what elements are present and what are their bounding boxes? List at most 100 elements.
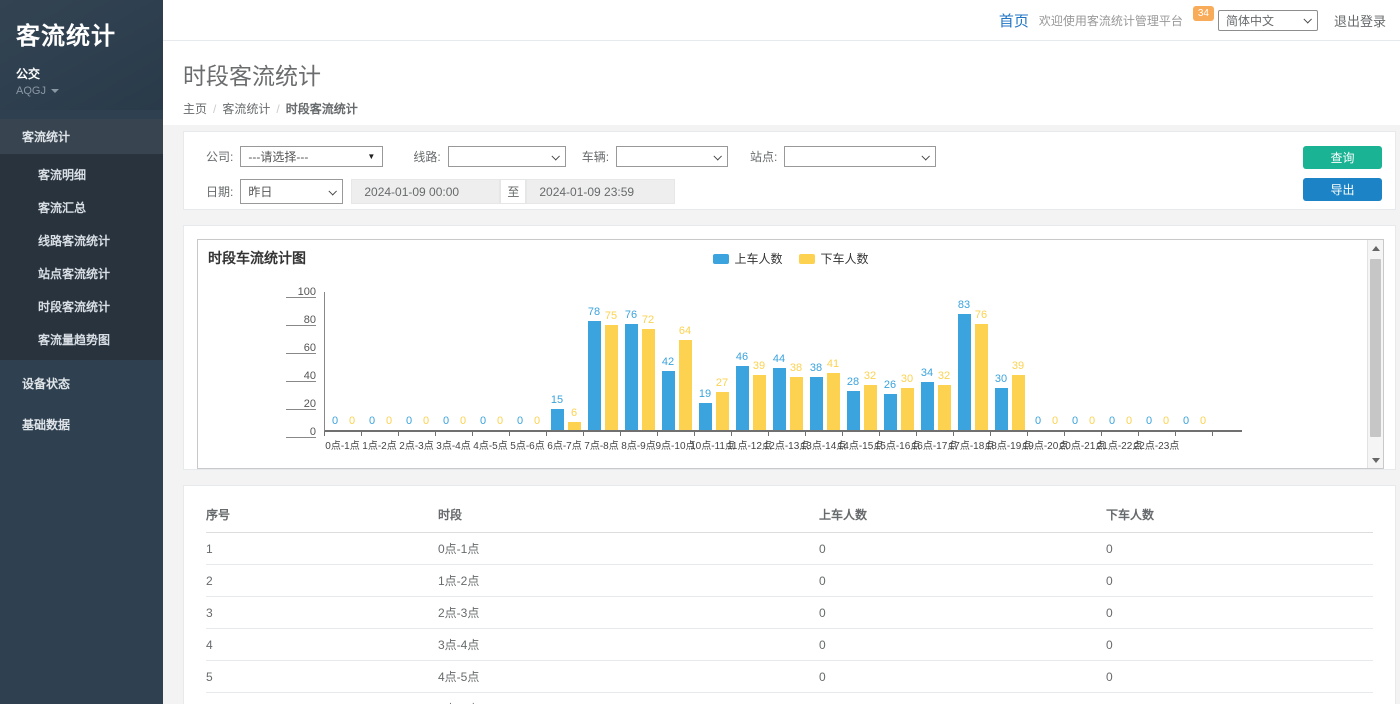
scroll-up-button[interactable] bbox=[1368, 240, 1383, 256]
bar-value-label: 76 bbox=[625, 309, 637, 321]
x-axis-label: 17点-18点 bbox=[953, 437, 990, 452]
y-tick-mark bbox=[286, 437, 316, 438]
bar-value-label: 75 bbox=[605, 310, 617, 322]
sidebar-subitem-时段客流统计[interactable]: 时段客流统计 bbox=[0, 290, 163, 323]
sidebar-subitem-线路客流统计[interactable]: 线路客流统计 bbox=[0, 224, 163, 257]
chevron-down-icon bbox=[551, 152, 559, 160]
bar-value-label: 0 bbox=[1183, 415, 1189, 427]
bar-value-label: 0 bbox=[443, 415, 449, 427]
bar-group: 00 bbox=[510, 292, 547, 430]
sidebar-subitem-客流汇总[interactable]: 客流汇总 bbox=[0, 191, 163, 224]
x-axis-label: 18点-19点 bbox=[990, 437, 1027, 452]
x-axis-label: 20点-21点 bbox=[1064, 437, 1101, 452]
bar-value-label: 38 bbox=[810, 362, 822, 374]
table-cell: 2点-3点 bbox=[438, 597, 819, 629]
bar-group: 00 bbox=[1028, 292, 1065, 430]
legend-label: 下车人数 bbox=[821, 250, 869, 267]
table-row: 65点-6点00 bbox=[206, 693, 1373, 704]
table-cell: 4点-5点 bbox=[438, 661, 819, 693]
x-axis-ticks bbox=[324, 432, 1213, 436]
col-boarding: 上车人数 bbox=[819, 498, 1106, 533]
x-axis-label: 4点-5点 bbox=[472, 437, 509, 452]
sidebar-subitem-客流量趋势图[interactable]: 客流量趋势图 bbox=[0, 323, 163, 356]
x-axis-label: 5点-6点 bbox=[509, 437, 546, 452]
table-cell: 0 bbox=[1106, 661, 1373, 693]
bar-value-label: 0 bbox=[534, 415, 540, 427]
breadcrumb-separator: / bbox=[213, 102, 216, 116]
breadcrumb-passenger-stats[interactable]: 客流统计 bbox=[222, 100, 270, 117]
date-to-label: 至 bbox=[500, 179, 526, 204]
bar-down: 72 bbox=[642, 329, 655, 430]
sidebar-item-passenger-stats[interactable]: 客流统计 bbox=[0, 119, 163, 154]
bar-up: 42 bbox=[662, 371, 675, 430]
date-preset-select[interactable]: 昨日 bbox=[240, 179, 343, 204]
bar-value-label: 38 bbox=[790, 362, 802, 374]
company-select[interactable]: ---请选择--- ▼ bbox=[240, 146, 383, 167]
bar-up: 46 bbox=[736, 366, 749, 430]
language-select[interactable]: 简体中文 bbox=[1218, 10, 1318, 31]
legend-item: 上车人数 bbox=[712, 250, 782, 267]
bar-value-label: 41 bbox=[827, 358, 839, 370]
chart-legend: 上车人数 下车人数 bbox=[712, 250, 868, 267]
table-cell: 1 bbox=[206, 533, 438, 565]
user-dropdown[interactable]: AQGJ bbox=[16, 85, 147, 97]
bar-down: 39 bbox=[753, 375, 766, 430]
bar-value-label: 0 bbox=[1200, 415, 1206, 427]
welcome-text: 欢迎使用客流统计管理平台 bbox=[1039, 12, 1183, 29]
bar-value-label: 0 bbox=[406, 415, 412, 427]
x-axis-label: 8点-9点 bbox=[620, 437, 657, 452]
x-axis-label: 10点-11点 bbox=[694, 437, 731, 452]
breadcrumb-home[interactable]: 主页 bbox=[183, 100, 207, 117]
date-to-input[interactable]: 2024-01-09 23:59 bbox=[526, 179, 675, 204]
sidebar-submenu: 客流明细客流汇总线路客流统计站点客流统计时段客流统计客流量趋势图 bbox=[0, 154, 163, 360]
main-area: 首页 欢迎使用客流统计管理平台 34 简体中文 退出登录 时段客流统计 主页 /… bbox=[163, 0, 1400, 704]
triangle-down-icon: ▼ bbox=[367, 152, 375, 161]
sidebar-subitem-客流明细[interactable]: 客流明细 bbox=[0, 158, 163, 191]
legend-label: 上车人数 bbox=[734, 250, 782, 267]
notification-badge[interactable]: 34 bbox=[1193, 6, 1214, 21]
table-cell: 3点-4点 bbox=[438, 629, 819, 661]
bar-down: 75 bbox=[605, 325, 618, 430]
bar-group: 4639 bbox=[732, 292, 769, 430]
bar-value-label: 30 bbox=[995, 373, 1007, 385]
home-link[interactable]: 首页 bbox=[999, 10, 1029, 31]
x-axis-label: 15点-16点 bbox=[879, 437, 916, 452]
sidebar-nav: 客流统计 客流明细客流汇总线路客流统计站点客流统计时段客流统计客流量趋势图 设备… bbox=[0, 119, 163, 442]
bar-value-label: 32 bbox=[864, 370, 876, 382]
x-axis-label: 6点-7点 bbox=[546, 437, 583, 452]
date-from-input[interactable]: 2024-01-09 00:00 bbox=[351, 179, 500, 204]
bar-value-label: 0 bbox=[1052, 415, 1058, 427]
station-select[interactable] bbox=[784, 146, 936, 167]
bar-value-label: 0 bbox=[332, 415, 338, 427]
bar-down: 76 bbox=[975, 324, 988, 430]
bar-down: 32 bbox=[864, 385, 877, 430]
sidebar-subitem-站点客流统计[interactable]: 站点客流统计 bbox=[0, 257, 163, 290]
scroll-down-button[interactable] bbox=[1368, 452, 1383, 468]
y-tick-mark bbox=[286, 409, 316, 410]
bar-value-label: 0 bbox=[1035, 415, 1041, 427]
sidebar-item-设备状态[interactable]: 设备状态 bbox=[0, 366, 163, 401]
user-name: AQGJ bbox=[16, 85, 46, 97]
vehicle-select[interactable] bbox=[616, 146, 728, 167]
table-row: 10点-1点00 bbox=[206, 533, 1373, 565]
line-select[interactable] bbox=[448, 146, 566, 167]
table-row: 43点-4点00 bbox=[206, 629, 1373, 661]
company-label: 公司: bbox=[206, 148, 233, 165]
bar-group: 2832 bbox=[843, 292, 880, 430]
bar-value-label: 6 bbox=[571, 407, 577, 419]
sidebar-item-基础数据[interactable]: 基础数据 bbox=[0, 407, 163, 442]
bar-value-label: 0 bbox=[497, 415, 503, 427]
chart-scrollbar[interactable] bbox=[1367, 240, 1383, 468]
table-cell: 0点-1点 bbox=[438, 533, 819, 565]
chevron-down-icon bbox=[1303, 15, 1311, 23]
table-cell: 0 bbox=[819, 661, 1106, 693]
bar-up: 30 bbox=[995, 388, 1008, 430]
x-axis-label: 21点-22点 bbox=[1101, 437, 1138, 452]
logout-link[interactable]: 退出登录 bbox=[1334, 11, 1386, 30]
table-cell: 0 bbox=[819, 533, 1106, 565]
export-button[interactable]: 导出 bbox=[1303, 178, 1382, 201]
search-button[interactable]: 查询 bbox=[1303, 146, 1382, 169]
bar-value-label: 0 bbox=[386, 415, 392, 427]
scrollbar-thumb[interactable] bbox=[1370, 259, 1381, 437]
table-cell: 0 bbox=[819, 693, 1106, 704]
